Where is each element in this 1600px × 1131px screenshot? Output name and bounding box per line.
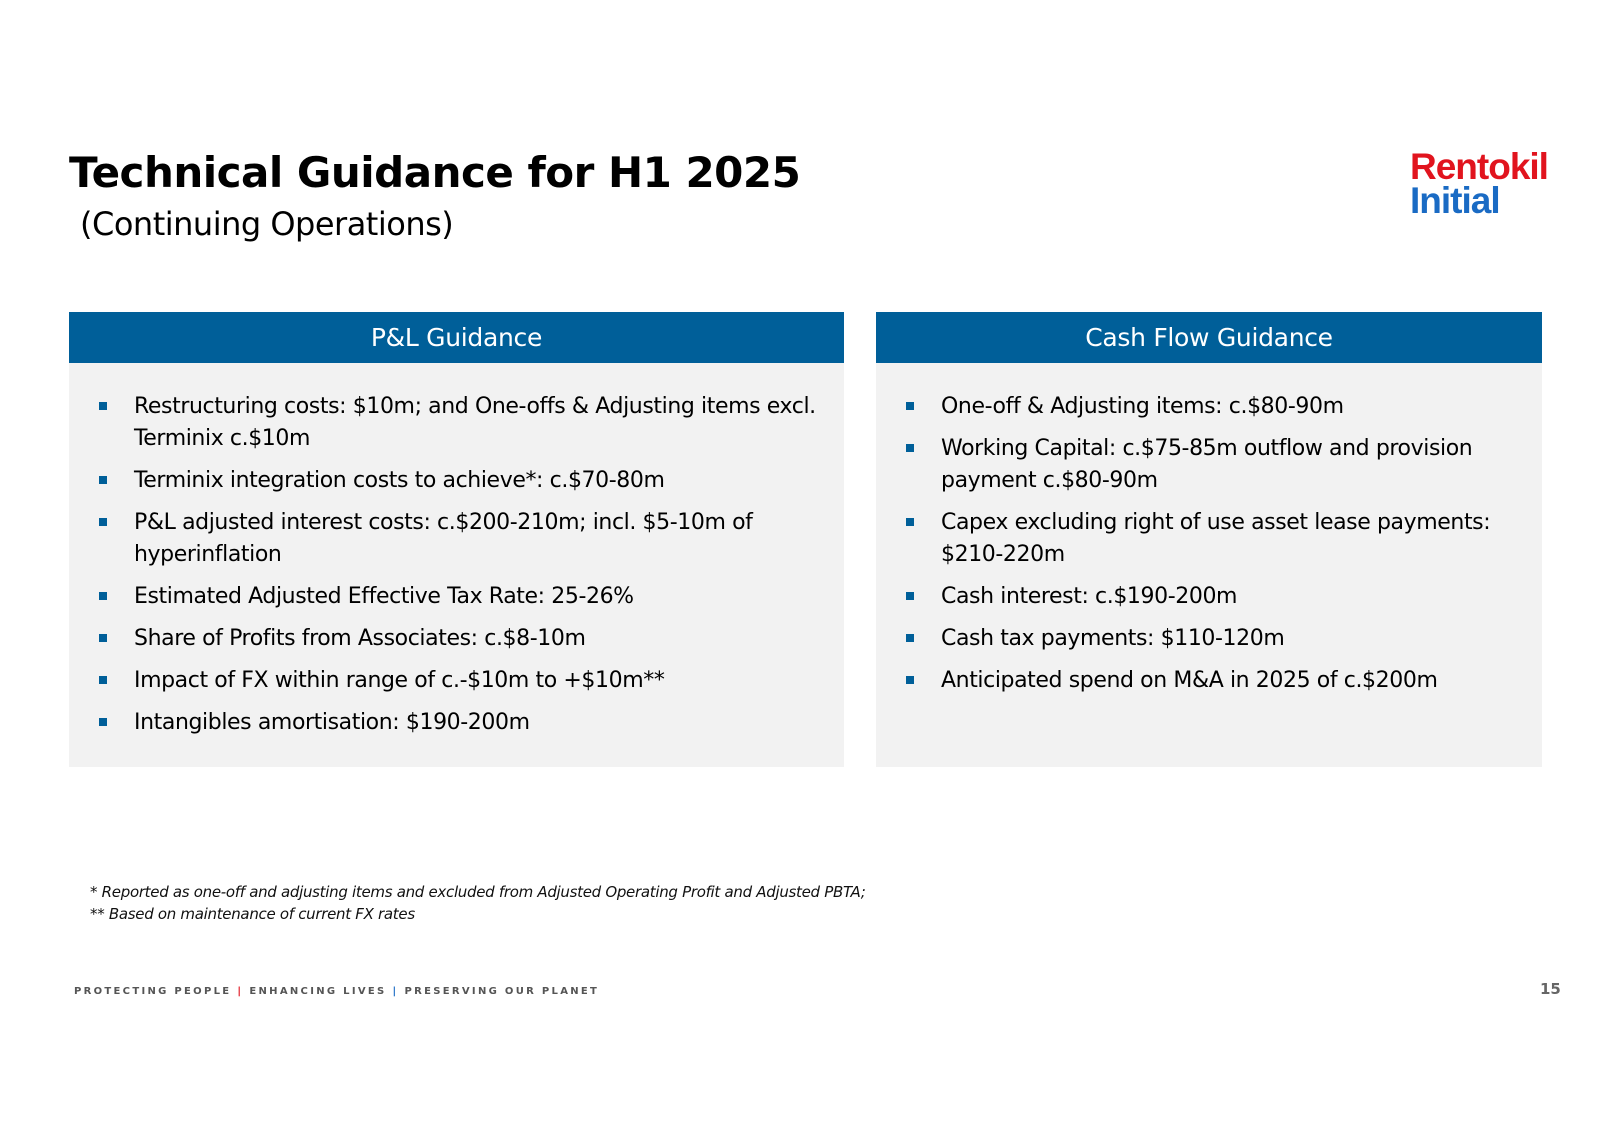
list-item-text: One-off & Adjusting items: c.$80-90m [941, 394, 1344, 419]
list-item-text: Cash interest: c.$190-200m [941, 584, 1238, 609]
tagline-part: ENHANCING LIVES [249, 986, 387, 997]
list-item: Intangibles amortisation: $190-200m [69, 707, 834, 739]
pl-guidance-list: Restructuring costs: $10m; and One-offs … [69, 363, 844, 739]
list-item: Share of Profits from Associates: c.$8-1… [69, 623, 834, 655]
list-item: Capex excluding right of use asset lease… [876, 507, 1532, 571]
list-item-text: Estimated Adjusted Effective Tax Rate: 2… [134, 584, 634, 609]
page-title: Technical Guidance for H1 2025 [69, 148, 801, 197]
pl-guidance-panel: P&L Guidance Restructuring costs: $10m; … [69, 312, 844, 767]
list-item: Cash tax payments: $110-120m [876, 623, 1532, 655]
list-item-text: Terminix integration costs to achieve*: … [134, 468, 665, 493]
tagline-separator: | [237, 986, 244, 997]
list-item-text: Share of Profits from Associates: c.$8-1… [134, 626, 586, 651]
list-item: Impact of FX within range of c.-$10m to … [69, 665, 834, 697]
list-item-text: Capex excluding right of use asset lease… [941, 510, 1491, 567]
footnotes: * Reported as one-off and adjusting item… [90, 881, 866, 925]
list-item-text: Cash tax payments: $110-120m [941, 626, 1285, 651]
cash-flow-guidance-list: One-off & Adjusting items: c.$80-90m Wor… [876, 363, 1542, 697]
list-item-text: P&L adjusted interest costs: c.$200-210m… [134, 510, 753, 567]
list-item-text: Intangibles amortisation: $190-200m [134, 710, 530, 735]
square-bullet-icon [99, 718, 107, 726]
brand-tagline: PROTECTING PEOPLE | ENHANCING LIVES | PRESER… [74, 986, 599, 997]
list-item-text: Anticipated spend on M&A in 2025 of c.$2… [941, 668, 1438, 693]
list-item: Cash interest: c.$190-200m [876, 581, 1532, 613]
list-item: Working Capital: c.$75-85m outflow and p… [876, 433, 1532, 497]
logo-line-rentokil: Rentokil [1410, 146, 1549, 187]
rentokil-initial-logo: Rentokil Initial [1410, 146, 1560, 221]
list-item: P&L adjusted interest costs: c.$200-210m… [69, 507, 834, 571]
list-item: Anticipated spend on M&A in 2025 of c.$2… [876, 665, 1532, 697]
tagline-part: PROTECTING PEOPLE [74, 986, 232, 997]
square-bullet-icon [906, 402, 914, 410]
list-item: Restructuring costs: $10m; and One-offs … [69, 391, 834, 455]
square-bullet-icon [99, 592, 107, 600]
square-bullet-icon [906, 592, 914, 600]
page-subtitle: (Continuing Operations) [80, 205, 454, 243]
tagline-part: PRESERVING OUR PLANET [404, 986, 600, 997]
square-bullet-icon [906, 634, 914, 642]
list-item: Terminix integration costs to achieve*: … [69, 465, 834, 497]
square-bullet-icon [99, 518, 107, 526]
square-bullet-icon [906, 518, 914, 526]
list-item-text: Restructuring costs: $10m; and One-offs … [134, 394, 816, 451]
logo-line-initial: Initial [1410, 180, 1501, 221]
square-bullet-icon [906, 444, 914, 452]
cash-flow-guidance-header: Cash Flow Guidance [876, 312, 1542, 363]
pl-guidance-header: P&L Guidance [69, 312, 844, 363]
square-bullet-icon [99, 634, 107, 642]
cash-flow-guidance-panel: Cash Flow Guidance One-off & Adjusting i… [876, 312, 1542, 767]
list-item: Estimated Adjusted Effective Tax Rate: 2… [69, 581, 834, 613]
list-item-text: Impact of FX within range of c.-$10m to … [134, 668, 665, 693]
tagline-separator: | [392, 986, 399, 997]
square-bullet-icon [99, 676, 107, 684]
list-item-text: Working Capital: c.$75-85m outflow and p… [941, 436, 1473, 493]
footnote: ** Based on maintenance of current FX ra… [90, 905, 415, 923]
page-number: 15 [1540, 980, 1561, 998]
list-item: One-off & Adjusting items: c.$80-90m [876, 391, 1532, 423]
square-bullet-icon [99, 476, 107, 484]
footnote: * Reported as one-off and adjusting item… [90, 883, 866, 901]
square-bullet-icon [906, 676, 914, 684]
square-bullet-icon [99, 402, 107, 410]
